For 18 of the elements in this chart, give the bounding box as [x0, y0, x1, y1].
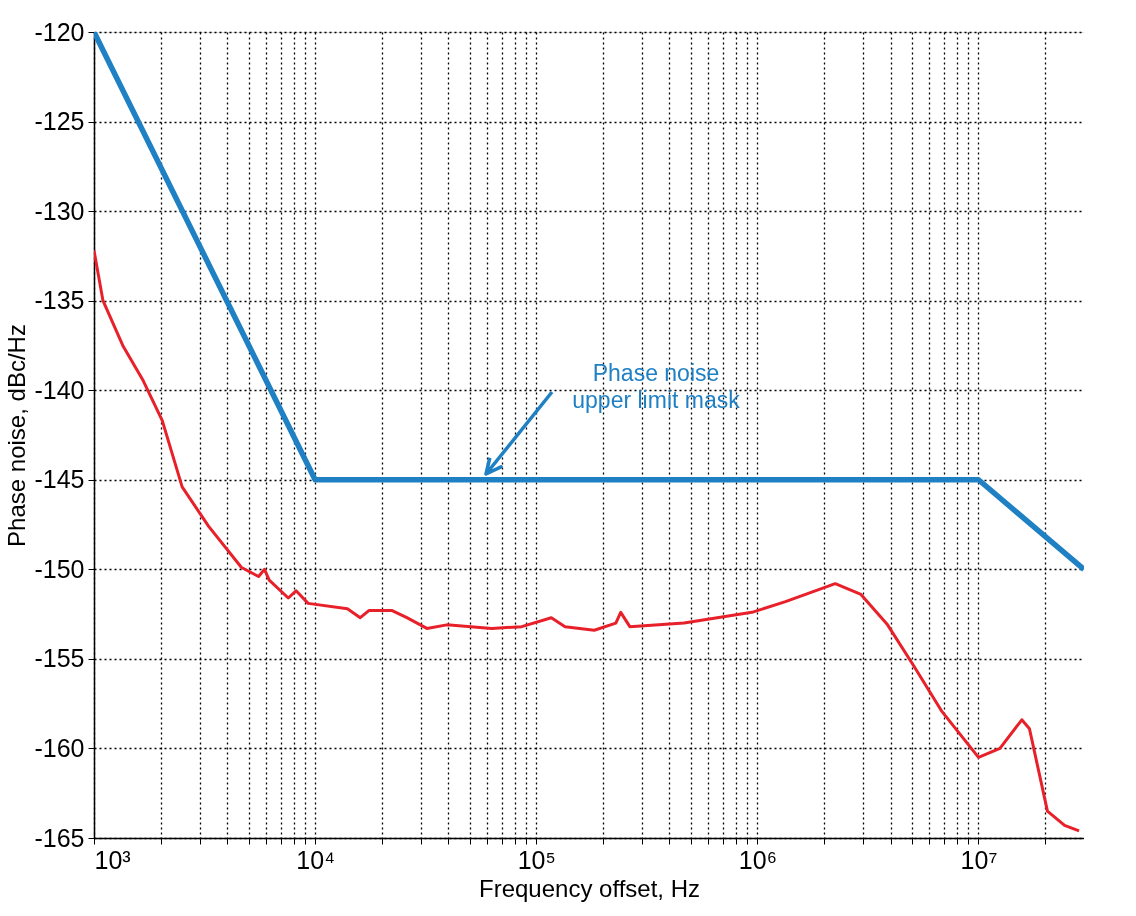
y-tick-label: -165: [34, 823, 85, 852]
y-tick-label: -125: [34, 107, 85, 136]
y-axis-title: Phase noise, dBc/Hz: [3, 324, 31, 547]
x-axis-title: Frequency offset, Hz: [479, 874, 700, 902]
y-tick-label: -135: [34, 286, 85, 315]
annotation: Phase noise upper limit mask: [572, 360, 741, 413]
y-tick-label: -145: [34, 465, 85, 494]
x-tick-label: 10³: [94, 845, 131, 874]
y-tick-label: -130: [34, 196, 85, 225]
x-tick-label: 10⁴: [296, 845, 335, 874]
x-tick-label: 10⁶: [738, 845, 777, 874]
y-tick-label: -140: [34, 375, 85, 404]
y-tick-label: -160: [34, 733, 85, 762]
x-tick-label: 10⁵: [517, 845, 556, 874]
x-tick-label: 10⁷: [960, 845, 998, 874]
y-tick-label: -150: [34, 554, 85, 583]
y-tick-label: -155: [34, 644, 85, 673]
y-tick-label: -120: [34, 17, 85, 46]
